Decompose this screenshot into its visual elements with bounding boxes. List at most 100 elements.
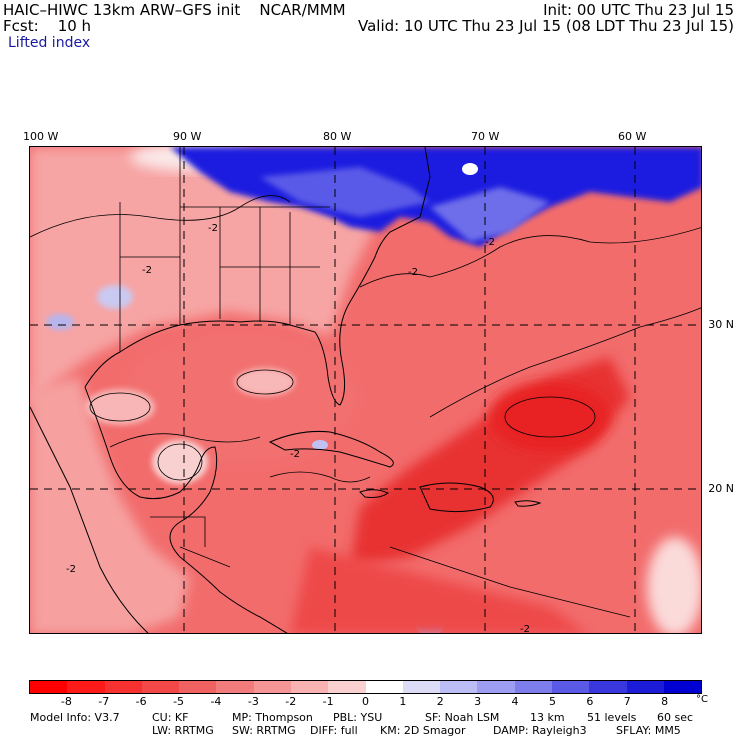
contour-line: [429, 307, 701, 418]
mexico-pacific-coast: [30, 406, 149, 633]
contour-value-label: -2: [142, 265, 152, 276]
colorbar-tick-label: 4: [511, 695, 519, 708]
footer-pbl: PBL: YSU: [333, 711, 383, 724]
colorbar-segment: [104, 681, 142, 693]
contour-line: [389, 546, 631, 618]
colorbar-tick-label: 0: [362, 695, 369, 708]
map-canvas: -2 -2 -2 -2 -2 -2 -2: [30, 147, 701, 634]
colorbar-segment: [551, 681, 590, 693]
colorbar-tick-label: 8: [661, 695, 669, 708]
footer-diff: DIFF: full: [310, 724, 358, 737]
lifted-index-colorbar: [29, 680, 702, 694]
contour-line: [109, 433, 261, 448]
colorbar-segment: [477, 681, 515, 693]
contour-ring: [236, 369, 294, 395]
west-blue-patch: [46, 314, 74, 330]
lon-label-90w: 90 W: [173, 130, 202, 143]
colorbar-segment: [626, 681, 664, 693]
colorbar-segment: [67, 681, 105, 693]
colorbar-tick-label: 6: [586, 695, 594, 708]
colorbar-segment: [253, 681, 291, 693]
colorbar-segment: [440, 681, 478, 693]
colorbar-segment: [663, 681, 702, 693]
colorbar-segment: [141, 681, 180, 693]
puerto-rico-outline: [514, 500, 542, 507]
contour-value-label: -2: [66, 564, 76, 575]
colorbar-tick-label: 2: [436, 695, 444, 708]
colorbar-segment: [514, 681, 552, 693]
colorbar-tick-label: -5: [173, 695, 185, 708]
footer-resolution: 13 km: [530, 711, 565, 724]
blue-light-patch: [430, 187, 550, 242]
land-light-field: [30, 147, 375, 407]
colorbar-tick-label: -3: [247, 695, 259, 708]
colorbar-tick-label: -7: [98, 695, 110, 708]
us-coastline: [84, 147, 431, 406]
colorbar-tick-label: -1: [322, 695, 334, 708]
texas-blue-patch: [97, 285, 133, 309]
contour-value-label: -2: [520, 624, 530, 634]
colorbar-tick-labels: -8 -7 -6 -5 -4 -3 -2 -1 0 1 2 3 4 5 6 7 8: [29, 695, 702, 709]
colorbar-segment: [589, 681, 627, 693]
footer-sw: SW: RRTMG: [232, 724, 296, 737]
valid-time: Valid: 10 UTC Thu 23 Jul 15 (08 LDT Thu …: [358, 17, 734, 35]
contour-line: [269, 471, 371, 483]
init-time: Init: 00 UTC Thu 23 Jul 15: [543, 1, 734, 19]
cuba-blue-patch: [312, 440, 328, 450]
colorbar-tick-label: -8: [60, 695, 72, 708]
forecast-hour: Fcst: 10 h: [3, 17, 92, 35]
colorbar-tick-label: -6: [135, 695, 147, 708]
colorbar-tick-label: 5: [548, 695, 556, 708]
lifted-index-map: -2 -2 -2 -2 -2 -2 -2: [29, 146, 702, 634]
stable-blue-region: [170, 147, 701, 247]
colorbar-segment: [30, 681, 68, 693]
colorbar-segment: [328, 681, 366, 693]
contour-value-label: -2: [408, 267, 418, 278]
contour-value-label: -2: [290, 449, 300, 460]
colorbar-tick-label: 1: [399, 695, 407, 708]
lon-label-100w: 100 W: [23, 130, 59, 143]
caribbean-field: [290, 547, 588, 633]
colorbar-tick-label: 3: [474, 695, 482, 708]
footer-damp: DAMP: Rayleigh3: [493, 724, 587, 737]
contour-labels: -2 -2 -2 -2 -2 -2 -2: [66, 223, 530, 634]
blue-mid-patch: [260, 167, 430, 217]
contour-line: [359, 227, 701, 288]
unstable-core: [490, 382, 610, 452]
lat-lon-grid: [30, 147, 701, 633]
footer-levels: 51 levels: [587, 711, 637, 724]
colorbar-segment: [216, 681, 254, 693]
gulf-light-patch: [235, 368, 295, 396]
yucatan-light-patch: [152, 440, 208, 484]
colorbar-segment: [402, 681, 441, 693]
state-boundaries: [119, 147, 330, 352]
texas-light-patch: [85, 389, 155, 425]
lifted-index-contours: [30, 195, 701, 618]
hispaniola-outline: [419, 482, 494, 513]
colorbar-segment: [290, 681, 329, 693]
footer-lw: LW: RRTMG: [152, 724, 214, 737]
footer-km: KM: 2D Smagor: [380, 724, 466, 737]
central-america-borders: [150, 516, 231, 568]
colorbar-segment: [365, 681, 403, 693]
white-spot: [462, 163, 478, 175]
contour-value-label: -2: [208, 223, 218, 234]
lat-label-30n: 30 N: [708, 318, 734, 331]
footer-sflay: SFLAY: MM5: [616, 724, 681, 737]
contour-ring: [157, 443, 203, 481]
gulf-field: [120, 327, 360, 467]
footer-sf: SF: Noah LSM: [425, 711, 500, 724]
model-title: HAIC–HIWC 13km ARW–GFS init NCAR/MMM: [3, 1, 346, 19]
colorbar-unit: °C: [696, 694, 708, 705]
mexico-field: [30, 377, 190, 633]
mexico-coastline: [84, 386, 288, 633]
white-patch-east: [647, 537, 701, 633]
colorbar-tick-label: 7: [623, 695, 631, 708]
contour-ring: [504, 396, 596, 438]
lon-label-80w: 80 W: [323, 130, 352, 143]
lat-label-20n: 20 N: [708, 482, 734, 495]
colorbar-segment: [179, 681, 217, 693]
footer-mp: MP: Thompson: [232, 711, 313, 724]
contour-ring: [89, 392, 151, 422]
cuba-outline: [268, 431, 394, 468]
